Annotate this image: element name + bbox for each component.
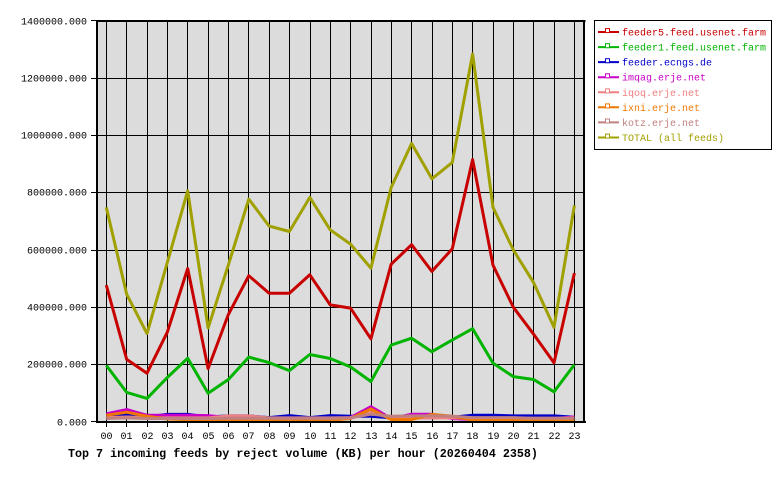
svg-text:1200000.000: 1200000.000	[21, 75, 87, 86]
svg-text:07: 07	[242, 432, 254, 443]
svg-text:16: 16	[426, 432, 438, 443]
svg-text:600000.000: 600000.000	[27, 247, 87, 258]
svg-text:15: 15	[405, 432, 417, 443]
svg-text:1400000.000: 1400000.000	[21, 18, 87, 29]
svg-text:ixni.erje.net: ixni.erje.net	[622, 103, 700, 115]
svg-text:14: 14	[385, 432, 397, 443]
svg-text:01: 01	[120, 432, 132, 443]
svg-text:TOTAL (all feeds): TOTAL (all feeds)	[622, 133, 724, 145]
svg-text:00: 00	[100, 432, 112, 443]
svg-text:02: 02	[141, 432, 153, 443]
svg-text:400000.000: 400000.000	[27, 304, 87, 315]
svg-text:03: 03	[161, 432, 173, 443]
svg-text:05: 05	[202, 432, 214, 443]
svg-text:22: 22	[548, 432, 560, 443]
svg-text:feeder5.feed.usenet.farm: feeder5.feed.usenet.farm	[622, 28, 766, 40]
svg-text:17: 17	[446, 432, 458, 443]
svg-text:06: 06	[222, 432, 234, 443]
svg-text:0.000: 0.000	[57, 419, 87, 430]
svg-text:12: 12	[344, 432, 356, 443]
svg-text:13: 13	[365, 432, 377, 443]
svg-text:iqoq.erje.net: iqoq.erje.net	[622, 88, 700, 100]
svg-text:21: 21	[527, 432, 539, 443]
svg-text:19: 19	[487, 432, 499, 443]
svg-text:18: 18	[466, 432, 478, 443]
svg-text:Top 7 incoming feeds by reject: Top 7 incoming feeds by reject volume (K…	[68, 447, 538, 461]
svg-text:imqag.erje.net: imqag.erje.net	[622, 73, 706, 85]
svg-text:feeder1.feed.usenet.farm: feeder1.feed.usenet.farm	[622, 43, 766, 55]
svg-text:800000.000: 800000.000	[27, 189, 87, 200]
svg-text:23: 23	[568, 432, 580, 443]
svg-text:20: 20	[507, 432, 519, 443]
svg-text:08: 08	[263, 432, 275, 443]
svg-text:feeder.ecngs.de: feeder.ecngs.de	[622, 58, 712, 70]
svg-text:200000.000: 200000.000	[27, 361, 87, 372]
svg-text:09: 09	[283, 432, 295, 443]
svg-text:kotz.erje.net: kotz.erje.net	[622, 118, 700, 130]
svg-text:04: 04	[181, 432, 193, 443]
svg-text:1000000.000: 1000000.000	[21, 132, 87, 143]
svg-text:10: 10	[304, 432, 316, 443]
svg-text:11: 11	[324, 432, 336, 443]
